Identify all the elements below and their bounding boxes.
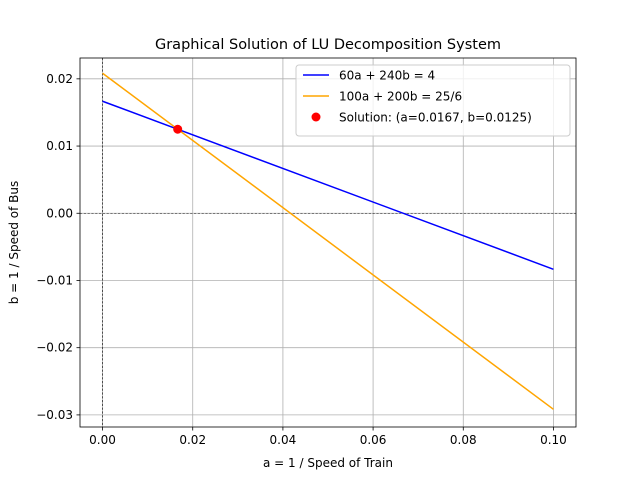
- y-tick-label: −0.03: [36, 408, 73, 422]
- reference-lines: [80, 58, 576, 427]
- legend: 60a + 240b = 4 100a + 200b = 25/6 Solution…: [295, 64, 571, 137]
- x-tick-label: 0.06: [360, 433, 387, 447]
- y-tick-label: 0.02: [46, 72, 73, 86]
- x-tick-label: 0.00: [89, 433, 116, 447]
- solution-point: [173, 124, 183, 134]
- y-tick-label: 0.01: [46, 139, 73, 153]
- y-tick-label: 0.00: [46, 206, 73, 220]
- legend-marker: [311, 112, 321, 122]
- points: [173, 124, 183, 134]
- x-tick-label: 0.04: [270, 433, 297, 447]
- y-axis-label: b = 1 / Speed of Bus: [7, 181, 21, 305]
- x-tick-label: 0.10: [540, 433, 567, 447]
- y-axis-ticks: −0.03 −0.02 −0.01 0.00 0.01 0.02: [36, 72, 80, 422]
- y-tick-label: −0.02: [36, 341, 73, 355]
- legend-box: [295, 64, 571, 137]
- x-axis-ticks: 0.00 0.02 0.04 0.06 0.08 0.10: [89, 427, 567, 447]
- y-tick-label: −0.01: [36, 273, 73, 287]
- plot-frame: [79, 57, 577, 428]
- x-tick-label: 0.02: [179, 433, 206, 447]
- chart-title: Graphical Solution of LU Decomposition S…: [155, 37, 501, 53]
- legend-label: 60a + 240b = 4: [339, 69, 435, 83]
- x-tick-label: 0.08: [450, 433, 477, 447]
- legend-label: Solution: (a=0.0167, b=0.0125): [339, 111, 532, 125]
- legend-label: 100a + 200b = 25/6: [339, 90, 462, 104]
- x-axis-label: a = 1 / Speed of Train: [263, 456, 393, 470]
